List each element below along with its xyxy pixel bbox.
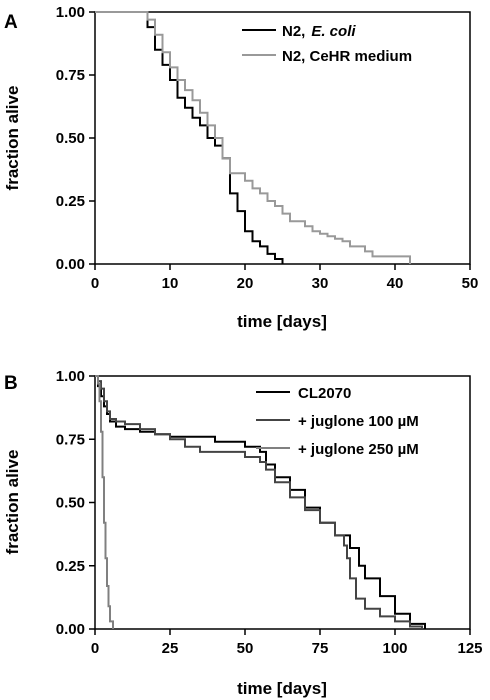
series-line-2: [95, 375, 423, 629]
series-line-2: [95, 11, 411, 264]
x-tick-label: 75: [312, 640, 329, 657]
y-tick-label: 0.75: [56, 431, 85, 448]
x-tick-label: 50: [237, 640, 254, 657]
y-axis-label-a: fraction alive: [3, 86, 22, 191]
legend-a: N2, E. coli N2, CeHR medium: [242, 23, 412, 65]
panel-letter-a: A: [4, 12, 18, 33]
panel-a: A fraction alive time [days] 0 10 20 30 40 50…: [3, 4, 478, 331]
x-axis-label-a: time [days]: [237, 312, 327, 331]
plot-area-a: 0 10 20 30 40 50 0.00 0.25 0.50 0.75 1.00: [56, 4, 479, 292]
x-tick-label: 100: [382, 640, 407, 657]
y-tick-label: 1.00: [56, 368, 85, 385]
panel-b: B fraction alive time [days] 0 25 50 75 100 1…: [3, 368, 483, 698]
x-tick-label: 20: [237, 275, 254, 292]
y-tick-label: 0.75: [56, 67, 85, 84]
series-line-1: [95, 11, 284, 264]
x-tick-label: 50: [462, 275, 479, 292]
legend-label-juglone-250: + juglone 250 µM: [298, 441, 419, 458]
x-tick-label: 30: [312, 275, 329, 292]
series-line-3: [95, 375, 114, 629]
panel-letter-b: B: [4, 373, 18, 394]
y-axis-label-b: fraction alive: [3, 450, 22, 555]
x-tick-label: 10: [162, 275, 179, 292]
y-tick-label: 0.25: [56, 558, 85, 575]
y-tick-label: 1.00: [56, 4, 85, 21]
x-tick-label: 40: [387, 275, 404, 292]
x-axis-label-b: time [days]: [237, 679, 327, 698]
y-tick-label: 0.00: [56, 256, 85, 273]
x-tick-label: 0: [91, 275, 99, 292]
x-tick-label: 0: [91, 640, 99, 657]
legend-label-juglone-100: + juglone 100 µM: [298, 413, 419, 430]
x-tick-label: 25: [162, 640, 179, 657]
legend-b: CL2070 + juglone 100 µM + juglone 250 µM: [256, 385, 419, 458]
plot-area-b: 0 25 50 75 100 125 0.00 0.25 0.50 0.75 1.00: [56, 368, 483, 657]
y-tick-label: 0.50: [56, 495, 85, 512]
x-tick-label: 125: [457, 640, 482, 657]
legend-label-n2-cehr: N2, CeHR medium: [282, 48, 412, 65]
legend-label-n2-ecoli: N2, E. coli: [282, 23, 356, 40]
y-tick-label: 0.50: [56, 130, 85, 147]
y-tick-label: 0.00: [56, 621, 85, 638]
y-tick-label: 0.25: [56, 193, 85, 210]
legend-label-cl2070: CL2070: [298, 385, 351, 402]
